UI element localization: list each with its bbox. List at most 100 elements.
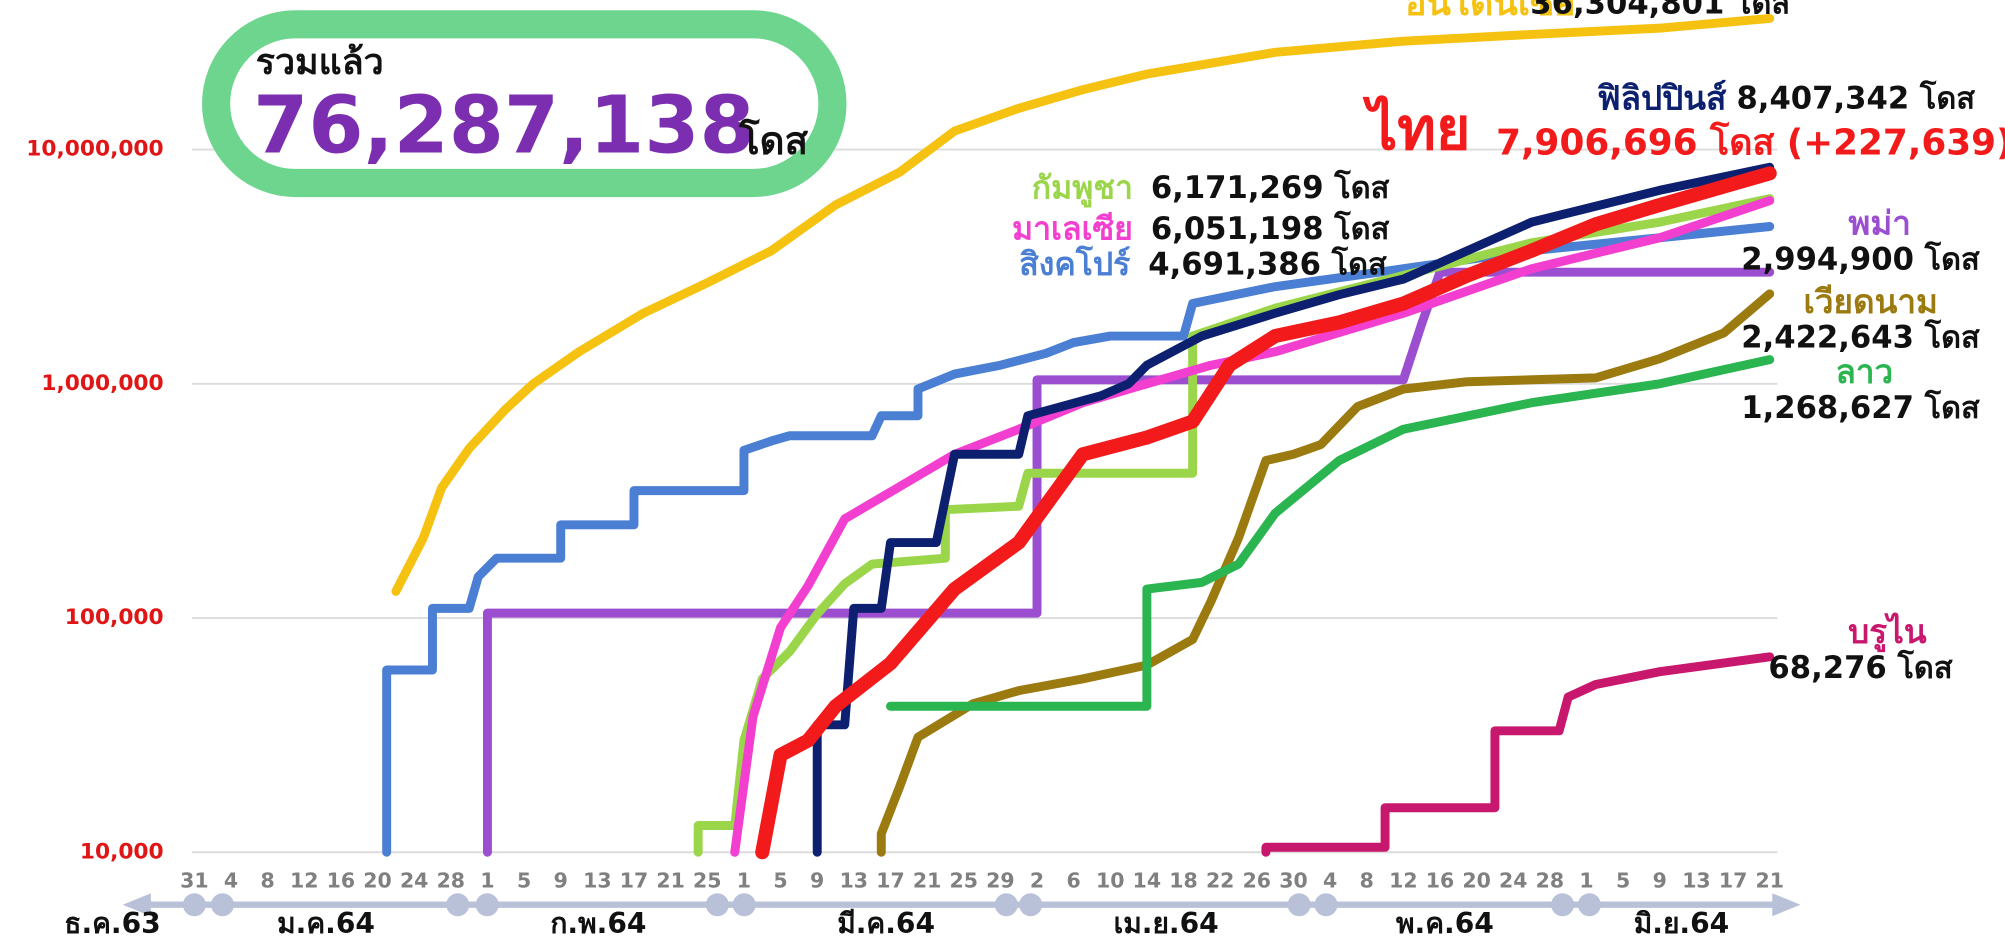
x-tick-label: 5 [773,869,787,893]
total-value: 76,287,138 [253,78,754,171]
x-tick-label: 5 [517,869,531,893]
x-tick-label: 17 [876,869,904,893]
series-end-label: 1,268,627 โดส [1741,389,1980,426]
separator [1551,893,1575,917]
series-name: พม่า [1848,204,1910,243]
month-label: มี.ค.64 [837,907,935,938]
x-tick-label: 13 [840,869,868,893]
x-tick-label: 1 [1579,869,1593,893]
series-line [755,166,1777,860]
x-tick-label: 16 [1426,869,1454,893]
separator [446,893,470,917]
total-box: รวมแล้ว 76,287,138 โดส [202,10,847,198]
y-tick-label: 10,000,000 [26,137,163,162]
month-label: ม.ค.64 [277,907,375,938]
series-name: กัมพูชา [1032,168,1133,208]
series-line [730,196,1775,857]
x-tick-label: 25 [693,869,721,893]
x-tick-label: 24 [1499,869,1527,893]
x-tick-label: 14 [1133,869,1161,893]
x-tick-label: 18 [1169,869,1197,893]
x-tick-label: 21 [1755,869,1783,893]
series-line [1261,652,1775,857]
x-tick-label: 21 [913,869,941,893]
y-tick-label: 100,000 [65,605,164,630]
series-line [876,289,1775,857]
total-frame [202,10,847,198]
x-tick-label: 6 [1067,869,1081,893]
x-tick-label: 17 [1719,869,1747,893]
y-tick-label: 1,000,000 [41,371,163,396]
x-tick-label: 21 [656,869,684,893]
x-tick-label: 8 [261,869,275,893]
x-tick-label: 1 [737,869,751,893]
series-name: ฟิลิปปินส์ [1597,78,1727,117]
x-tick-label: 12 [290,869,318,893]
separator [1314,893,1338,917]
axis-arrow [1772,893,1801,917]
series-end-label: 36,304,801 โดส [1530,0,1790,22]
x-tick-label: 1 [480,869,494,893]
separator [994,893,1018,917]
x-tick-label: 9 [810,869,824,893]
separator [182,893,206,917]
series-end-label: 2,422,643 โดส [1741,319,1980,356]
x-tick-label: 9 [1653,869,1667,893]
x-tick-label: 13 [1682,869,1710,893]
x-tick-label: 2 [1030,869,1044,893]
series-line [886,355,1775,711]
separator [210,893,235,917]
series-name: ลาว [1835,352,1893,391]
x-tick-label: 4 [1323,869,1337,893]
x-tick-label: 8 [1360,869,1374,893]
lines [382,13,1777,860]
month-separators [182,893,1601,917]
x-tick-label: 26 [1243,869,1271,893]
x-tick-label: 24 [400,869,428,893]
x-tick-label: 22 [1206,869,1234,893]
y-tick-label: 10,000 [80,839,164,864]
separator [1287,893,1311,917]
axis-arrow [122,893,151,917]
series-line [482,267,1775,857]
series-line [382,222,1775,857]
x-tick-label: 29 [986,869,1014,893]
series-end-label: 68,276 โดส [1768,649,1952,686]
month-label: เม.ย.64 [1114,907,1219,938]
series-name: อินโดนีเซีย [1405,0,1575,24]
x-tick-label: 28 [437,869,465,893]
month-label: มิ.ย.64 [1634,907,1729,938]
series-name: ไทย [1362,94,1471,163]
series-name: บรูไน [1848,612,1927,653]
separator [1577,893,1601,917]
x-axis: ธ.ค.63 ม.ค.64 ก.พ.64 มี.ค.64 เม.ย.64 พ.ค… [64,893,1801,938]
x-tick-label: 10 [1096,869,1124,893]
series-end-label: 6,171,269 โดส [1151,169,1390,206]
separator [1019,893,1043,917]
separator [705,893,729,917]
x-tick-label: 5 [1616,869,1630,893]
x-tick-label: 9 [554,869,568,893]
series-name: เวียดนาม [1804,282,1938,321]
x-tick-label: 4 [224,869,238,893]
x-tick-label: 28 [1536,869,1564,893]
x-tick-label: 20 [363,869,391,893]
series-end-label: 2,994,900 โดส [1741,241,1980,278]
total-title: รวมแล้ว [256,42,384,83]
month-label: ธ.ค.63 [64,907,160,938]
x-tick-label: 13 [583,869,611,893]
x-tick-label: 20 [1462,869,1490,893]
x-tick-label: 30 [1279,869,1307,893]
series-end-label: 6,051,198 โดส [1151,210,1390,247]
series-end-label: 8,407,342 โดส [1736,79,1975,116]
x-tick-label: 16 [327,869,355,893]
month-label: ก.พ.64 [550,907,646,938]
x-tick-label: 25 [949,869,977,893]
month-label: พ.ค.64 [1396,907,1494,938]
series-line [391,13,1775,596]
series-name: สิงคโปร์ [1019,245,1130,283]
